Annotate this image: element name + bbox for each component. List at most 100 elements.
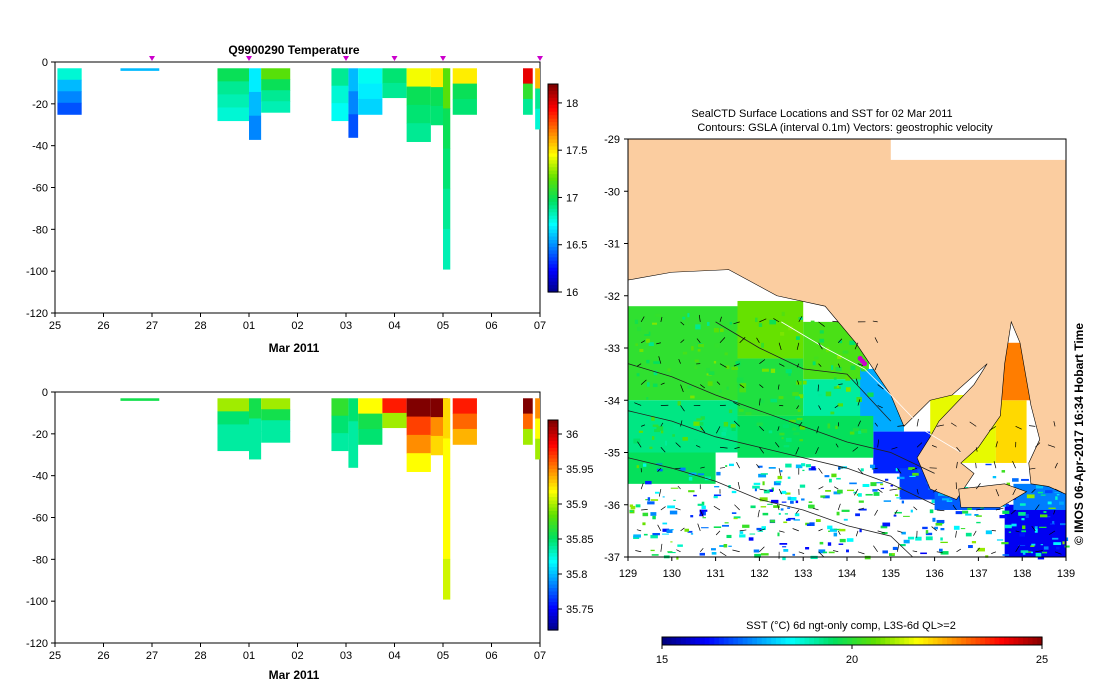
sst-speckle <box>845 376 851 381</box>
colorbar-step <box>548 588 558 593</box>
colorbar-step <box>548 125 558 130</box>
sst-speckle <box>1001 470 1006 473</box>
map-y-tick-label: -35 <box>604 448 620 460</box>
velocity-vector <box>1035 442 1041 448</box>
sst-colorbar-step <box>719 637 725 645</box>
sst-speckle <box>720 328 724 332</box>
velocity-vector <box>913 506 918 511</box>
colorbar-step <box>548 609 558 614</box>
sst-speckle <box>977 547 985 552</box>
sst-speckle <box>901 531 906 535</box>
profile-cell <box>217 81 249 95</box>
sst-speckle <box>739 534 746 538</box>
sst-speckle <box>783 549 789 552</box>
sst-colorbar-step <box>837 637 844 645</box>
sst-speckle <box>750 317 755 320</box>
sst-speckle <box>666 529 673 533</box>
velocity-vector <box>695 445 701 448</box>
profile-cell <box>535 108 540 130</box>
velocity-vector <box>897 530 903 533</box>
sst-speckle <box>915 536 922 541</box>
profile-cell <box>261 79 291 91</box>
sst-speckle <box>828 478 832 483</box>
sst-speckle <box>728 463 734 467</box>
profile-cell <box>443 228 451 270</box>
sst-speckle <box>748 537 754 541</box>
sst-speckle <box>836 477 841 480</box>
map-y-tick-label: -32 <box>604 291 620 303</box>
velocity-vector <box>1010 509 1016 515</box>
sst-colorbar-step <box>823 637 829 645</box>
colorbar-step <box>548 539 558 544</box>
sst-speckle <box>652 515 656 520</box>
sst-speckle <box>773 481 781 486</box>
sst-colorbar-step <box>757 637 763 645</box>
sst-speckle <box>752 485 760 489</box>
sst-speckle <box>629 504 634 508</box>
sst-colorbar-step <box>861 637 867 645</box>
sst-speckle <box>1031 543 1036 546</box>
sst-speckle <box>687 313 690 318</box>
sst-speckle <box>796 417 803 421</box>
profile-cell <box>120 398 160 401</box>
colorbar-tick-label: 35.8 <box>566 569 587 581</box>
sst-speckle <box>797 409 801 412</box>
colorbar-step <box>548 156 558 161</box>
velocity-vector <box>774 442 780 448</box>
sst-speckle <box>938 493 945 496</box>
velocity-vector <box>716 381 721 385</box>
sst-speckle <box>824 475 830 478</box>
velocity-vector <box>1015 545 1020 552</box>
colorbar-step <box>548 448 558 453</box>
velocity-vector <box>680 384 684 393</box>
velocity-vector <box>680 321 685 326</box>
sst-speckle <box>837 355 842 359</box>
sst-speckle <box>690 533 694 535</box>
profile-marker <box>343 56 349 61</box>
profile-marker <box>537 56 543 61</box>
sst-speckle <box>1036 485 1044 489</box>
x-tick-label: 25 <box>49 320 61 332</box>
sst-colorbar-step <box>966 637 972 645</box>
sst-speckle <box>693 494 697 497</box>
sst-speckle <box>662 522 668 525</box>
y-tick-label: 0 <box>42 387 48 399</box>
map-x-tick-label: 134 <box>838 568 856 580</box>
velocity-vector <box>838 383 843 385</box>
colorbar-step <box>548 111 558 116</box>
profile-cell <box>443 148 451 190</box>
colorbar-step <box>548 194 558 199</box>
sst-speckle <box>755 317 758 323</box>
velocity-vector <box>697 523 701 531</box>
sst-colorbar-step <box>856 637 863 645</box>
sst-speckle <box>642 512 649 517</box>
sst-speckle <box>672 434 675 437</box>
velocity-vector <box>995 507 1004 511</box>
velocity-vector <box>857 363 864 367</box>
sst-speckle <box>685 322 689 326</box>
velocity-vector <box>891 446 898 450</box>
colorbar-step <box>548 465 558 470</box>
sst-speckle <box>935 522 943 526</box>
sst-speckle <box>872 489 878 492</box>
sst-speckle <box>652 532 660 536</box>
y-tick-label: -100 <box>26 596 48 608</box>
velocity-vector <box>837 338 843 344</box>
sst-speckle <box>795 396 800 400</box>
profile-cell <box>523 83 533 100</box>
sst-speckle <box>706 367 710 373</box>
velocity-vector <box>818 528 823 532</box>
sst-speckle <box>650 549 655 552</box>
sst-colorbar-step <box>961 637 967 645</box>
velocity-vector <box>975 483 981 490</box>
sst-speckle <box>792 553 796 556</box>
velocity-vector <box>734 446 740 449</box>
sst-speckle <box>880 525 888 529</box>
sst-speckle <box>700 416 705 420</box>
x-tick-label: 26 <box>97 320 109 332</box>
sst-speckle <box>833 532 838 537</box>
profile-marker <box>246 56 252 61</box>
velocity-vector <box>933 488 938 493</box>
colorbar-step <box>548 146 558 151</box>
sst-colorbar-step <box>681 637 687 645</box>
